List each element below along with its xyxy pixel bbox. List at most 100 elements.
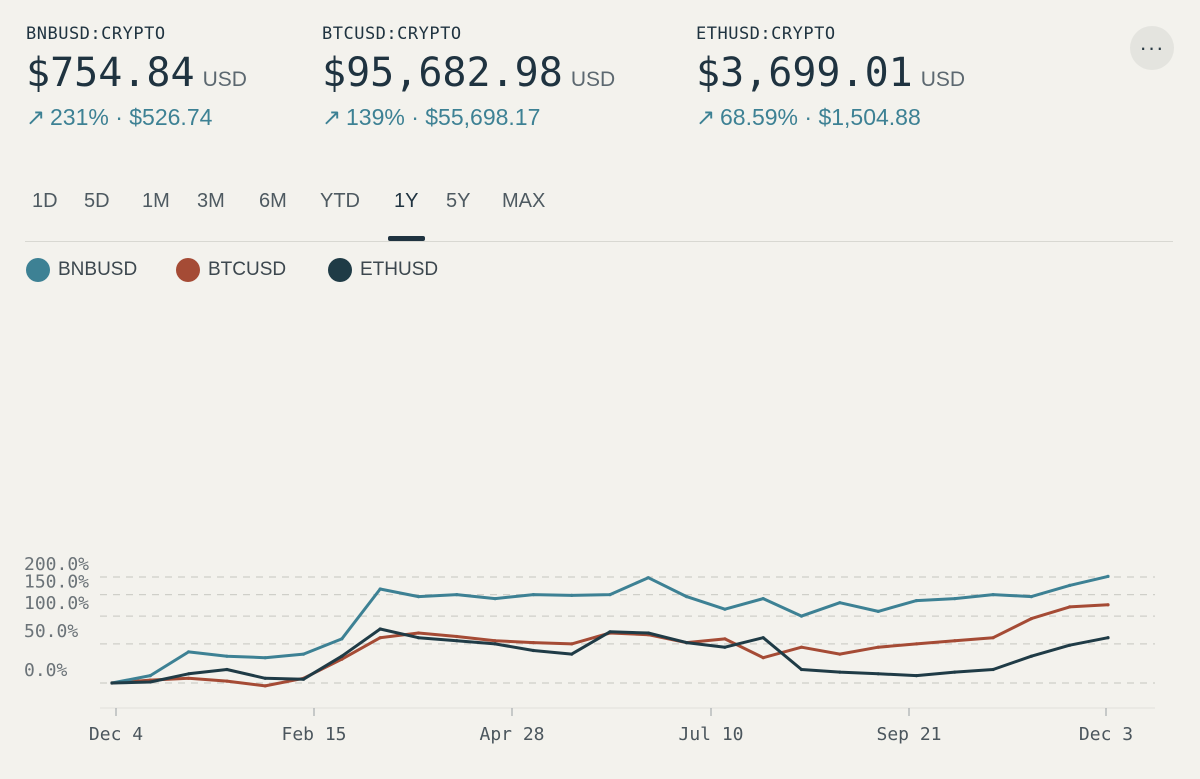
data-point-bnbusd — [991, 593, 995, 597]
ticker-change: ↗ 68.59% · $1,504.88 — [696, 104, 965, 131]
data-point-ethusd — [1106, 636, 1110, 640]
ticker-btcusd[interactable]: BTCUSD:CRYPTO $95,682.98 USD ↗ 139% · $55,… — [322, 24, 615, 131]
trend-up-arrow-icon: ↗ — [696, 104, 716, 130]
x-tick-label: Dec 3 — [1079, 724, 1133, 745]
data-point-ethusd — [416, 636, 421, 640]
range-tab-1d[interactable]: 1D — [32, 190, 58, 212]
ticker-change-text: 68.59% · $1,504.88 — [720, 104, 921, 130]
data-point-bnbusd — [378, 587, 382, 591]
data-point-ethusd — [570, 652, 574, 656]
range-tab-5y[interactable]: 5Y — [446, 190, 471, 212]
range-tab-ytd[interactable]: YTD — [320, 190, 360, 212]
data-point-ethusd — [876, 672, 880, 676]
y-tick-label: 0.0% — [24, 660, 68, 681]
data-point-ethusd — [531, 648, 536, 653]
legend-dot — [26, 258, 50, 282]
divider — [25, 241, 1173, 242]
range-tab-3m[interactable]: 3M — [197, 190, 225, 212]
data-point-bnbusd — [953, 597, 957, 601]
legend-label: BNBUSD — [58, 259, 138, 280]
trend-up-arrow-icon: ↗ — [26, 104, 46, 130]
data-point-btcusd — [914, 642, 919, 646]
data-point-ethusd — [110, 681, 114, 685]
data-point-bnbusd — [876, 609, 880, 614]
legend-item-btcusd[interactable]: BTCUSD — [176, 258, 286, 282]
data-point-bnbusd — [799, 614, 804, 618]
data-point-btcusd — [570, 642, 574, 646]
ticker-currency: USD — [920, 68, 966, 91]
data-point-ethusd — [723, 645, 727, 649]
data-point-btcusd — [378, 636, 382, 640]
data-point-ethusd — [225, 667, 229, 672]
data-point-btcusd — [263, 684, 267, 688]
data-point-bnbusd — [263, 656, 267, 660]
data-point-bnbusd — [148, 674, 152, 678]
legend-item-ethusd[interactable]: ETHUSD — [328, 258, 438, 282]
data-point-btcusd — [799, 645, 804, 649]
x-tick-label: Jul 10 — [678, 724, 743, 745]
data-point-btcusd — [225, 679, 229, 683]
range-tab-max[interactable]: MAX — [502, 190, 546, 212]
x-tick-label: Apr 28 — [479, 724, 544, 745]
data-point-bnbusd — [493, 597, 497, 601]
data-point-ethusd — [838, 670, 842, 674]
data-point-ethusd — [646, 631, 650, 635]
data-point-ethusd — [455, 639, 459, 643]
data-point-ethusd — [148, 680, 152, 684]
data-point-ethusd — [1068, 643, 1072, 647]
data-point-bnbusd — [225, 654, 229, 658]
data-point-ethusd — [340, 654, 344, 658]
y-tick-label: 150.0% — [24, 572, 89, 593]
data-point-bnbusd — [723, 607, 727, 611]
range-tab-1m[interactable]: 1M — [142, 190, 170, 212]
data-point-ethusd — [914, 674, 919, 678]
data-point-bnbusd — [761, 597, 765, 601]
data-point-ethusd — [761, 636, 765, 640]
range-tab-6m[interactable]: 6M — [259, 190, 287, 212]
series-line-ethusd — [110, 627, 1110, 685]
ticker-bnbusd[interactable]: BNBUSD:CRYPTO $754.84 USD ↗ 231% · $526.74 — [26, 24, 247, 131]
data-point-ethusd — [953, 670, 957, 674]
data-point-bnbusd — [685, 595, 689, 599]
y-tick-label: 100.0% — [24, 593, 89, 614]
data-point-ethusd — [1029, 654, 1033, 658]
ticker-change: ↗ 139% · $55,698.17 — [322, 104, 615, 131]
data-point-btcusd — [416, 631, 421, 635]
ticker-price: $95,682.98 — [322, 50, 563, 96]
legend-label: BTCUSD — [208, 259, 287, 280]
range-tab-1y[interactable]: 1Y — [394, 190, 419, 212]
data-point-btcusd — [838, 652, 842, 656]
more-horizontal-icon: ··· — [1139, 35, 1165, 60]
data-point-ethusd — [378, 627, 382, 631]
data-point-btcusd — [991, 636, 995, 640]
data-point-bnbusd — [340, 637, 344, 641]
legend-item-bnbusd[interactable]: BNBUSD — [26, 258, 137, 282]
trend-up-arrow-icon: ↗ — [322, 104, 342, 130]
data-point-ethusd — [263, 676, 267, 680]
data-point-bnbusd — [187, 650, 191, 654]
ticker-change: ↗ 231% · $526.74 — [26, 104, 247, 131]
more-options-button[interactable]: ··· — [1130, 26, 1174, 70]
legend-dot — [328, 258, 352, 282]
y-tick-label: 50.0% — [24, 621, 78, 642]
ticker-price: $3,699.01 — [696, 50, 913, 96]
ticker-currency: USD — [202, 68, 247, 91]
data-point-bnbusd — [646, 576, 650, 580]
data-point-btcusd — [1029, 617, 1033, 621]
data-point-bnbusd — [608, 593, 612, 597]
legend-label: ETHUSD — [360, 259, 439, 280]
y-tick-label: 200.0% — [24, 554, 89, 575]
data-point-bnbusd — [570, 593, 574, 598]
data-point-bnbusd — [301, 652, 306, 656]
data-point-btcusd — [723, 637, 727, 641]
x-tick-label: Dec 4 — [89, 724, 143, 745]
ticker-change-text: 231% · $526.74 — [50, 104, 213, 130]
x-tick-label: Feb 15 — [281, 724, 346, 745]
data-point-bnbusd — [1106, 574, 1110, 579]
data-point-bnbusd — [531, 593, 536, 597]
range-tab-5d[interactable]: 5D — [84, 190, 110, 212]
active-range-indicator — [388, 236, 425, 241]
data-point-ethusd — [187, 672, 191, 676]
ticker-ethusd[interactable]: ETHUSD:CRYPTO $3,699.01 USD ↗ 68.59% · $1,… — [696, 24, 965, 131]
